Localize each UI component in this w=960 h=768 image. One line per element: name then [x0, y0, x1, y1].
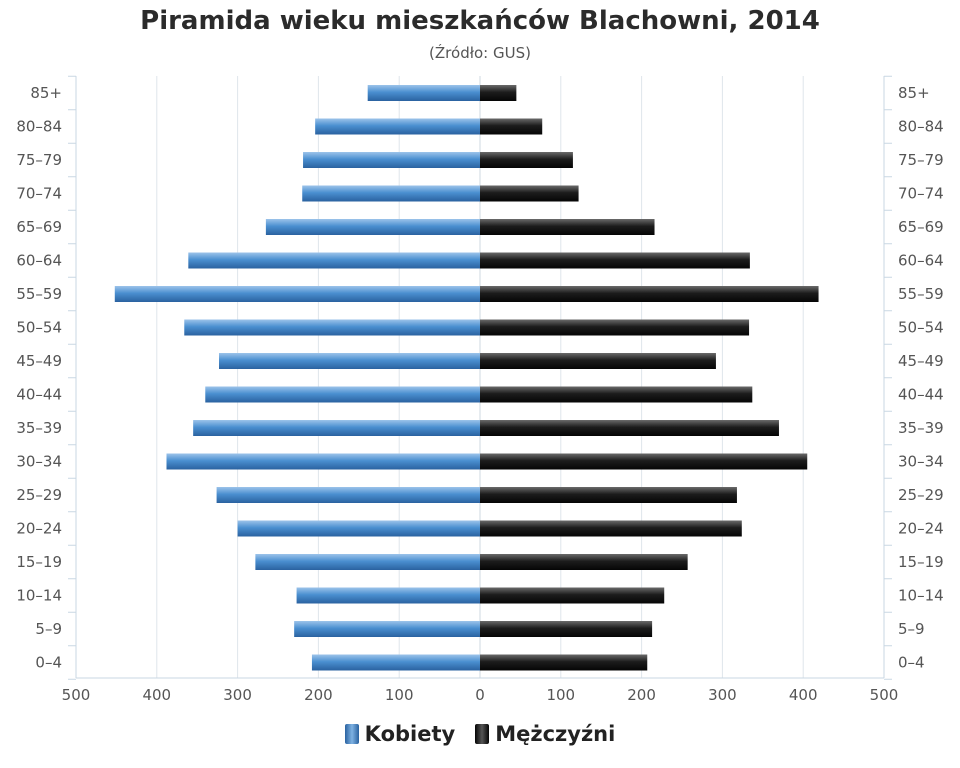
- bar-female: [255, 554, 480, 570]
- y-label-left: 60–64: [16, 252, 62, 270]
- y-label-left: 15–19: [16, 553, 62, 571]
- bar-female: [166, 453, 480, 470]
- y-label-right: 65–69: [898, 218, 944, 236]
- labels-layer: 500 400 300 200 100 0 100 200 300 400 500 85+ 85+ 80–…: [16, 84, 943, 704]
- y-label-left: 0–4: [35, 654, 62, 672]
- bar-female: [193, 420, 480, 436]
- y-label-left: 65–69: [16, 218, 62, 236]
- bar-male: [480, 185, 579, 202]
- y-label-right: 25–29: [898, 486, 944, 504]
- y-label-right: 70–74: [898, 185, 944, 203]
- y-label-left: 85+: [30, 84, 62, 102]
- chart-subtitle: (Źródło: GUS): [429, 44, 531, 62]
- bar-male: [480, 453, 808, 470]
- bar-male: [480, 386, 753, 403]
- bar-female: [184, 319, 480, 336]
- bar-female: [302, 185, 480, 202]
- y-label-right: 75–79: [898, 151, 944, 169]
- y-label-right: 45–49: [898, 352, 944, 370]
- y-label-right: 55–59: [898, 285, 944, 303]
- y-label-left: 45–49: [16, 352, 62, 370]
- bar-female: [205, 386, 480, 403]
- legend-swatch-male: [475, 724, 490, 744]
- y-label-left: 5–9: [35, 620, 62, 638]
- y-label-left: 50–54: [16, 319, 62, 337]
- y-label-right: 85+: [898, 84, 930, 102]
- bar-male: [480, 587, 665, 604]
- bar-female: [188, 252, 480, 269]
- legend-label-female: Kobiety: [364, 722, 456, 746]
- legend-swatch-female: [344, 724, 359, 744]
- y-label-left: 25–29: [16, 486, 62, 504]
- legend-item-male[interactable]: Mężczyźni: [475, 722, 615, 746]
- x-tick-label: 500: [62, 686, 91, 704]
- bar-male: [480, 654, 648, 671]
- y-label-right: 30–34: [898, 453, 944, 471]
- bar-male: [480, 520, 742, 537]
- bar-male: [480, 286, 819, 302]
- bar-male: [480, 353, 716, 369]
- y-label-left: 80–84: [16, 118, 62, 136]
- bar-male: [480, 319, 750, 336]
- x-tick-label: 100: [385, 686, 414, 704]
- bar-female: [294, 621, 480, 637]
- bar-male: [480, 219, 655, 235]
- x-tick-label: 300: [708, 686, 737, 704]
- bar-male: [480, 554, 688, 570]
- bar-female: [216, 487, 481, 503]
- bar-male: [480, 487, 737, 503]
- x-tick-label: 400: [142, 686, 171, 704]
- legend-item-female[interactable]: Kobiety: [344, 722, 456, 746]
- y-label-right: 35–39: [898, 419, 944, 437]
- bar-female: [367, 85, 480, 101]
- y-label-left: 35–39: [16, 419, 62, 437]
- bar-male: [480, 420, 779, 436]
- y-label-right: 10–14: [898, 587, 944, 605]
- bar-female: [311, 654, 480, 671]
- y-label-right: 40–44: [898, 386, 944, 404]
- y-label-left: 55–59: [16, 285, 62, 303]
- bar-male: [480, 85, 517, 101]
- legend-label-male: Mężczyźni: [495, 722, 616, 746]
- y-label-right: 0–4: [898, 654, 925, 672]
- y-label-right: 50–54: [898, 319, 944, 337]
- y-label-right: 5–9: [898, 620, 925, 638]
- x-tick-label: 0: [475, 686, 485, 704]
- chart-title: Piramida wieku mieszkańców Blachowni, 20…: [140, 6, 820, 36]
- bar-male: [480, 118, 543, 135]
- legend: Kobiety Mężczyźni: [0, 722, 960, 746]
- x-tick-label: 500: [870, 686, 899, 704]
- y-label-left: 10–14: [16, 587, 62, 605]
- y-label-left: 75–79: [16, 151, 62, 169]
- bar-female: [315, 118, 480, 135]
- bar-female: [114, 286, 480, 302]
- bars-layer: [114, 85, 819, 671]
- x-tick-label: 300: [223, 686, 252, 704]
- bar-female: [219, 353, 481, 369]
- x-tick-label: 100: [546, 686, 575, 704]
- y-label-left: 30–34: [16, 453, 62, 471]
- x-tick-label: 200: [627, 686, 656, 704]
- bar-female: [296, 587, 480, 604]
- y-label-left: 20–24: [16, 520, 62, 538]
- population-pyramid-chart: 500 400 300 200 100 0 100 200 300 400 500 85+ 85+ 80–…: [16, 75, 944, 704]
- y-label-left: 40–44: [16, 386, 62, 404]
- x-tick-label: 400: [789, 686, 818, 704]
- y-label-right: 60–64: [898, 252, 944, 270]
- bar-female: [303, 152, 480, 168]
- y-label-right: 20–24: [898, 520, 944, 538]
- y-label-left: 70–74: [16, 185, 62, 203]
- bar-female: [237, 520, 480, 537]
- y-label-right: 15–19: [898, 553, 944, 571]
- x-tick-label: 200: [304, 686, 333, 704]
- bar-male: [480, 152, 573, 168]
- bar-male: [480, 252, 750, 269]
- bar-male: [480, 621, 653, 637]
- y-label-right: 80–84: [898, 118, 944, 136]
- bar-female: [265, 219, 480, 235]
- grid-layer: [68, 75, 892, 680]
